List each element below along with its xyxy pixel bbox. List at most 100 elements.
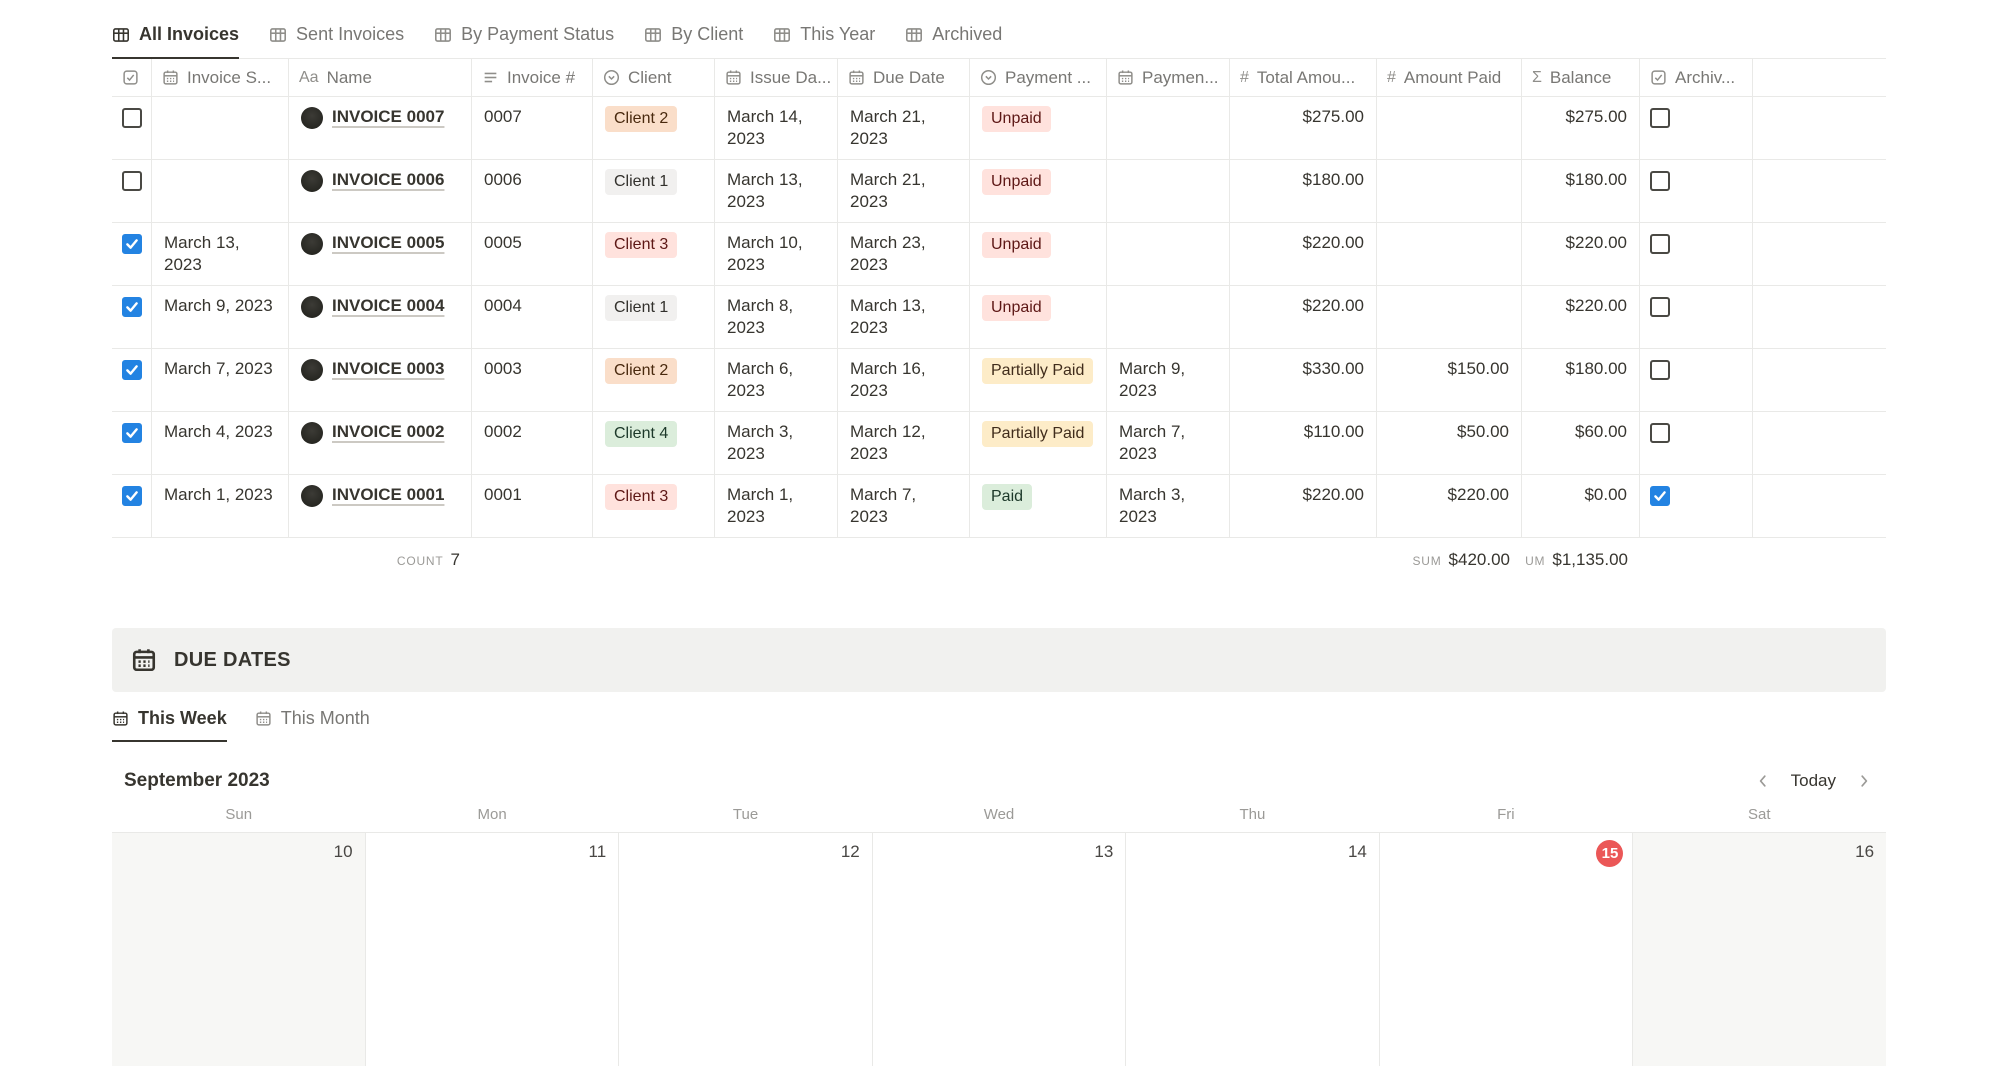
column-header-paydate[interactable]: Paymen... xyxy=(1107,59,1230,96)
cell-total[interactable]: $180.00 xyxy=(1230,160,1377,222)
invoice-page-link[interactable]: INVOICE 0002 xyxy=(332,422,445,441)
column-header-name[interactable]: Aa Name xyxy=(289,59,472,96)
invoice-page-link[interactable]: INVOICE 0004 xyxy=(332,296,445,315)
cell-due[interactable]: March 21, 2023 xyxy=(838,97,970,159)
cell-number[interactable]: 0007 xyxy=(472,97,593,159)
cell-balance[interactable]: $180.00 xyxy=(1522,349,1640,411)
column-header-number[interactable]: Invoice # xyxy=(472,59,593,96)
cell-paydate[interactable] xyxy=(1107,223,1230,285)
amount-paid-sum-aggregate[interactable]: SUM $420.00 xyxy=(1377,550,1522,570)
calendar-day-cell-13[interactable]: 13 xyxy=(872,833,1127,1066)
cell-due[interactable]: March 7, 2023 xyxy=(838,475,970,537)
cell-client[interactable]: Client 3 xyxy=(593,223,715,285)
cell-sent[interactable]: March 9, 2023 xyxy=(152,286,289,348)
cell-total[interactable]: $220.00 xyxy=(1230,223,1377,285)
cell-issue[interactable]: March 3, 2023 xyxy=(715,412,838,474)
cell-number[interactable]: 0003 xyxy=(472,349,593,411)
cell-paid[interactable]: $50.00 xyxy=(1377,412,1522,474)
view-tab-by-client[interactable]: By Client xyxy=(644,24,743,59)
cell-archived[interactable] xyxy=(1640,412,1753,474)
cell-status[interactable]: Partially Paid xyxy=(970,412,1107,474)
cell-balance[interactable]: $180.00 xyxy=(1522,160,1640,222)
cell-archived[interactable] xyxy=(1640,97,1753,159)
cell-total[interactable]: $330.00 xyxy=(1230,349,1377,411)
archived-checkbox[interactable] xyxy=(1650,108,1670,128)
cell-select[interactable] xyxy=(112,286,152,348)
column-header-paid[interactable]: # Amount Paid xyxy=(1377,59,1522,96)
cell-client[interactable]: Client 1 xyxy=(593,160,715,222)
cell-status[interactable]: Paid xyxy=(970,475,1107,537)
column-header-balance[interactable]: Σ Balance xyxy=(1522,59,1640,96)
invoice-page-link[interactable]: INVOICE 0006 xyxy=(332,170,445,189)
cell-sent[interactable]: March 7, 2023 xyxy=(152,349,289,411)
column-header-sent[interactable]: Invoice S... xyxy=(152,59,289,96)
cell-sent[interactable] xyxy=(152,160,289,222)
cell-name[interactable]: INVOICE 0007 xyxy=(289,97,472,159)
cell-paydate[interactable]: March 7, 2023 xyxy=(1107,412,1230,474)
row-select-checkbox[interactable] xyxy=(122,360,142,380)
cell-sent[interactable]: March 13, 2023 xyxy=(152,223,289,285)
cell-archived[interactable] xyxy=(1640,223,1753,285)
cell-client[interactable]: Client 4 xyxy=(593,412,715,474)
row-select-checkbox[interactable] xyxy=(122,297,142,317)
cell-paydate[interactable] xyxy=(1107,97,1230,159)
view-tab-sent-invoices[interactable]: Sent Invoices xyxy=(269,24,404,59)
calendar-day-cell-11[interactable]: 11 xyxy=(365,833,620,1066)
calendar-tab-this-month[interactable]: This Month xyxy=(255,708,370,742)
cell-status[interactable]: Unpaid xyxy=(970,160,1107,222)
cell-sent[interactable]: March 4, 2023 xyxy=(152,412,289,474)
cell-sent[interactable] xyxy=(152,97,289,159)
row-select-checkbox[interactable] xyxy=(122,423,142,443)
archived-checkbox[interactable] xyxy=(1650,486,1670,506)
chevron-left-icon[interactable] xyxy=(1755,773,1771,789)
cell-due[interactable]: March 23, 2023 xyxy=(838,223,970,285)
archived-checkbox[interactable] xyxy=(1650,297,1670,317)
cell-due[interactable]: March 21, 2023 xyxy=(838,160,970,222)
cell-balance[interactable]: $60.00 xyxy=(1522,412,1640,474)
cell-paid[interactable] xyxy=(1377,97,1522,159)
invoice-page-link[interactable]: INVOICE 0001 xyxy=(332,485,445,504)
cell-balance[interactable]: $0.00 xyxy=(1522,475,1640,537)
cell-issue[interactable]: March 8, 2023 xyxy=(715,286,838,348)
row-select-checkbox[interactable] xyxy=(122,171,142,191)
cell-paid[interactable]: $220.00 xyxy=(1377,475,1522,537)
balance-sum-aggregate[interactable]: UM $1,135.00 xyxy=(1522,550,1640,570)
cell-issue[interactable]: March 1, 2023 xyxy=(715,475,838,537)
cell-name[interactable]: INVOICE 0004 xyxy=(289,286,472,348)
cell-client[interactable]: Client 1 xyxy=(593,286,715,348)
calendar-day-cell-14[interactable]: 14 xyxy=(1126,833,1380,1066)
invoice-page-link[interactable]: INVOICE 0003 xyxy=(332,359,445,378)
column-header-archived[interactable]: Archiv... xyxy=(1640,59,1753,96)
cell-select[interactable] xyxy=(112,412,152,474)
view-tab-by-payment-status[interactable]: By Payment Status xyxy=(434,24,614,59)
cell-paid[interactable] xyxy=(1377,223,1522,285)
cell-due[interactable]: March 16, 2023 xyxy=(838,349,970,411)
cell-select[interactable] xyxy=(112,223,152,285)
cell-balance[interactable]: $275.00 xyxy=(1522,97,1640,159)
cell-select[interactable] xyxy=(112,160,152,222)
invoice-page-link[interactable]: INVOICE 0005 xyxy=(332,233,445,252)
cell-issue[interactable]: March 13, 2023 xyxy=(715,160,838,222)
cell-sent[interactable]: March 1, 2023 xyxy=(152,475,289,537)
cell-name[interactable]: INVOICE 0003 xyxy=(289,349,472,411)
cell-number[interactable]: 0006 xyxy=(472,160,593,222)
cell-total[interactable]: $110.00 xyxy=(1230,412,1377,474)
cell-paid[interactable]: $150.00 xyxy=(1377,349,1522,411)
calendar-day-cell-12[interactable]: 12 xyxy=(619,833,873,1066)
cell-client[interactable]: Client 2 xyxy=(593,97,715,159)
cell-total[interactable]: $220.00 xyxy=(1230,286,1377,348)
cell-number[interactable]: 0002 xyxy=(472,412,593,474)
column-header-total[interactable]: # Total Amou... xyxy=(1230,59,1377,96)
cell-paydate[interactable]: March 9, 2023 xyxy=(1107,349,1230,411)
cell-paydate[interactable] xyxy=(1107,160,1230,222)
calendar-tab-this-week[interactable]: This Week xyxy=(112,708,227,742)
cell-name[interactable]: INVOICE 0001 xyxy=(289,475,472,537)
archived-checkbox[interactable] xyxy=(1650,360,1670,380)
cell-paid[interactable] xyxy=(1377,286,1522,348)
archived-checkbox[interactable] xyxy=(1650,171,1670,191)
view-tab-archived[interactable]: Archived xyxy=(905,24,1002,59)
cell-paid[interactable] xyxy=(1377,160,1522,222)
invoice-page-link[interactable]: INVOICE 0007 xyxy=(332,107,445,126)
cell-number[interactable]: 0005 xyxy=(472,223,593,285)
calendar-day-cell-15[interactable]: 15 xyxy=(1379,833,1634,1066)
